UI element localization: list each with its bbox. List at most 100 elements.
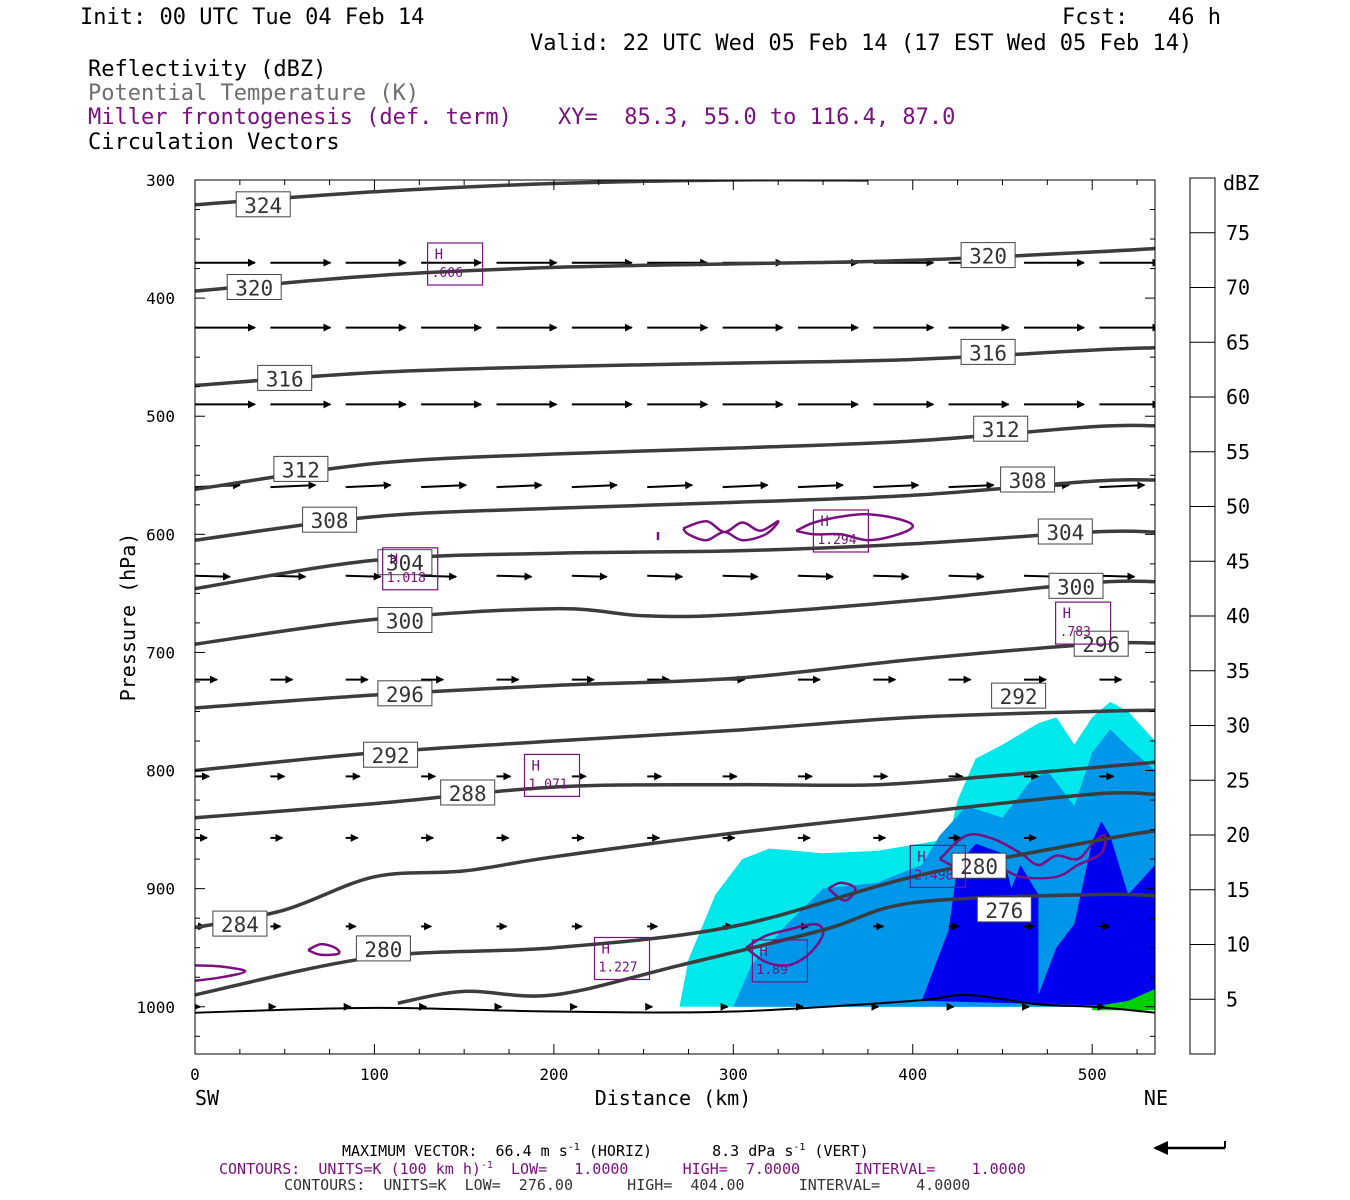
- circulation-vector: [421, 572, 458, 581]
- theta-label-text: 292: [1000, 685, 1038, 709]
- theta-label-text: 284: [221, 913, 259, 937]
- theta-label-text: 280: [960, 855, 998, 879]
- frontogenesis-max-marker: H 1.89: [751, 939, 809, 983]
- theta-label: 316: [960, 338, 1016, 365]
- circulation-vector: [873, 572, 910, 581]
- legend-vectors: Circulation Vectors: [88, 130, 340, 155]
- frontogenesis-max-value: 1.227: [599, 961, 638, 976]
- colorbar-level-label: 20: [1226, 823, 1250, 847]
- theta-contour-276: [397, 892, 1155, 1005]
- x-tick-label: 100: [360, 1065, 389, 1084]
- circulation-vector: [195, 572, 231, 581]
- circulation-vector: [797, 481, 844, 490]
- colorbar-level-label: 50: [1226, 495, 1250, 519]
- circulation-vector: [496, 481, 543, 490]
- circulation-vector: [270, 481, 317, 490]
- frontogenesis-max-marker: H 1.018: [382, 547, 439, 591]
- frontogenesis-max-marker: H 1.071: [523, 753, 581, 798]
- vert-units: -1: [793, 1142, 806, 1153]
- frontogenesis-max-h: H: [759, 944, 767, 960]
- frontogenesis-contour: [745, 922, 825, 967]
- frontogenesis-max-value: 1.071: [529, 777, 568, 792]
- theta-label-text: 316: [266, 367, 304, 391]
- circulation-vector: [873, 481, 920, 490]
- circulation-vector: [948, 481, 995, 490]
- x-tick-label: 500: [1078, 1065, 1107, 1084]
- frontogenesis-contour: [795, 512, 915, 542]
- theta-label-text: 308: [1009, 469, 1047, 493]
- colorbar-level-label: 55: [1226, 440, 1250, 464]
- frontogenesis-max-value: .606: [432, 266, 463, 281]
- frontogenesis-contour: [307, 942, 341, 957]
- contours-fronto-b: LOW= 1.0000 HIGH= 7.0000 INTERVAL= 1.000…: [492, 1160, 1026, 1178]
- colorbar: 75 70 65 60 55 50 45 40 35 30 25 20 15 10 5 dBZ: [1189, 171, 1259, 1055]
- colorbar-level-label: 75: [1226, 221, 1250, 245]
- vert-value: 8.3 dPa s: [712, 1142, 794, 1160]
- colorbar-level-label: 15: [1226, 878, 1250, 902]
- frontogenesis-max-labels: H .606 H 1.294 H 1.018 H .783 H 1.071 H 2.498 H 1.227…: [382, 242, 1112, 983]
- theta-label: 284: [212, 910, 268, 937]
- valid-time: Valid: 22 UTC Wed 05 Feb 14 (17 EST Wed …: [530, 31, 1193, 56]
- circulation-vector: [948, 572, 985, 581]
- y-tick-label: 1000: [136, 998, 175, 1017]
- y-tick-label: 500: [146, 407, 175, 426]
- theta-label-text: 292: [372, 744, 410, 768]
- y-tick-label: 800: [146, 762, 175, 781]
- vert-label: (VERT): [805, 1142, 869, 1160]
- frontogenesis-max-marker: H 2.498: [909, 844, 966, 889]
- theta-label-text: 308: [311, 509, 349, 533]
- legend-frontogenesis: Miller frontogenesis (def. term): [88, 105, 512, 130]
- cross-section-endpoints: XY= 85.3, 55.0 to 116.4, 87.0: [558, 105, 956, 130]
- theta-contour-320: [195, 246, 1155, 293]
- max-vector-units: -1: [567, 1142, 580, 1153]
- colorbar-level-label: 60: [1226, 385, 1250, 409]
- legend-theta: Potential Temperature (K): [88, 81, 420, 106]
- colorbar-level-label: 45: [1226, 549, 1250, 573]
- circulation-vector: [722, 481, 769, 490]
- theta-label-text: 304: [1046, 521, 1084, 545]
- x-end-left-label: SW: [195, 1086, 220, 1110]
- reference-vector-icon: [1153, 1141, 1226, 1155]
- x-tick-label: 0: [190, 1065, 200, 1084]
- frontogenesis-max-h: H: [1063, 606, 1071, 622]
- frontogenesis-max-marker: H 1.227: [593, 936, 651, 981]
- reflectivity-region-20dbz: [1092, 989, 1155, 1011]
- max-vector-line: MAXIMUM VECTOR: 66.4 m s-1 (HORIZ) 8.3 dP…: [342, 1140, 869, 1159]
- circulation-vector: [647, 481, 694, 490]
- colorbar-level-label: 30: [1226, 714, 1250, 738]
- theta-label: 312: [273, 455, 329, 482]
- theta-contour-316: [195, 345, 1155, 388]
- theta-contour-288: [195, 760, 1155, 820]
- frontogenesis-max-h: H: [435, 247, 443, 263]
- theta-label: 292: [991, 682, 1047, 709]
- contours-fronto-sup: -1: [480, 1160, 493, 1171]
- theta-label-text: 276: [985, 899, 1023, 923]
- theta-label-text: 312: [982, 418, 1020, 442]
- contours-theta: CONTOURS: UNITS=K LOW= 276.00 HIGH= 404.…: [284, 1176, 971, 1194]
- circulation-vector: [1099, 572, 1136, 581]
- frontogenesis-max-value: 2.498: [914, 868, 953, 883]
- frontogenesis-max-h: H: [390, 552, 398, 568]
- frontogenesis-max-marker: H .606: [427, 242, 484, 286]
- theta-label-text: 288: [449, 782, 487, 806]
- y-tick-label: 300: [146, 171, 175, 190]
- theta-label: 324: [235, 191, 291, 218]
- colorbar-level-label: 5: [1226, 987, 1238, 1011]
- frontogenesis-contour: [682, 520, 780, 542]
- circulation-vector: [496, 572, 533, 581]
- theta-contour-324: [195, 180, 868, 207]
- theta-label: 320: [226, 274, 282, 301]
- circulation-vector: [1099, 481, 1146, 490]
- contours-fronto-a: CONTOURS: UNITS=K (100 km h): [219, 1160, 481, 1178]
- theta-label-text: 312: [282, 458, 320, 482]
- circulation-vector: [345, 481, 392, 490]
- colorbar-level-label: 10: [1226, 933, 1250, 957]
- theta-label-text: 296: [1082, 633, 1120, 657]
- theta-label: 320: [960, 242, 1016, 269]
- theta-contour-300: [195, 579, 1155, 646]
- theta-label: 308: [302, 506, 358, 533]
- frontogenesis-max-h: H: [917, 849, 925, 865]
- theta-label-text: 296: [386, 683, 424, 707]
- circulation-vector: [571, 481, 618, 490]
